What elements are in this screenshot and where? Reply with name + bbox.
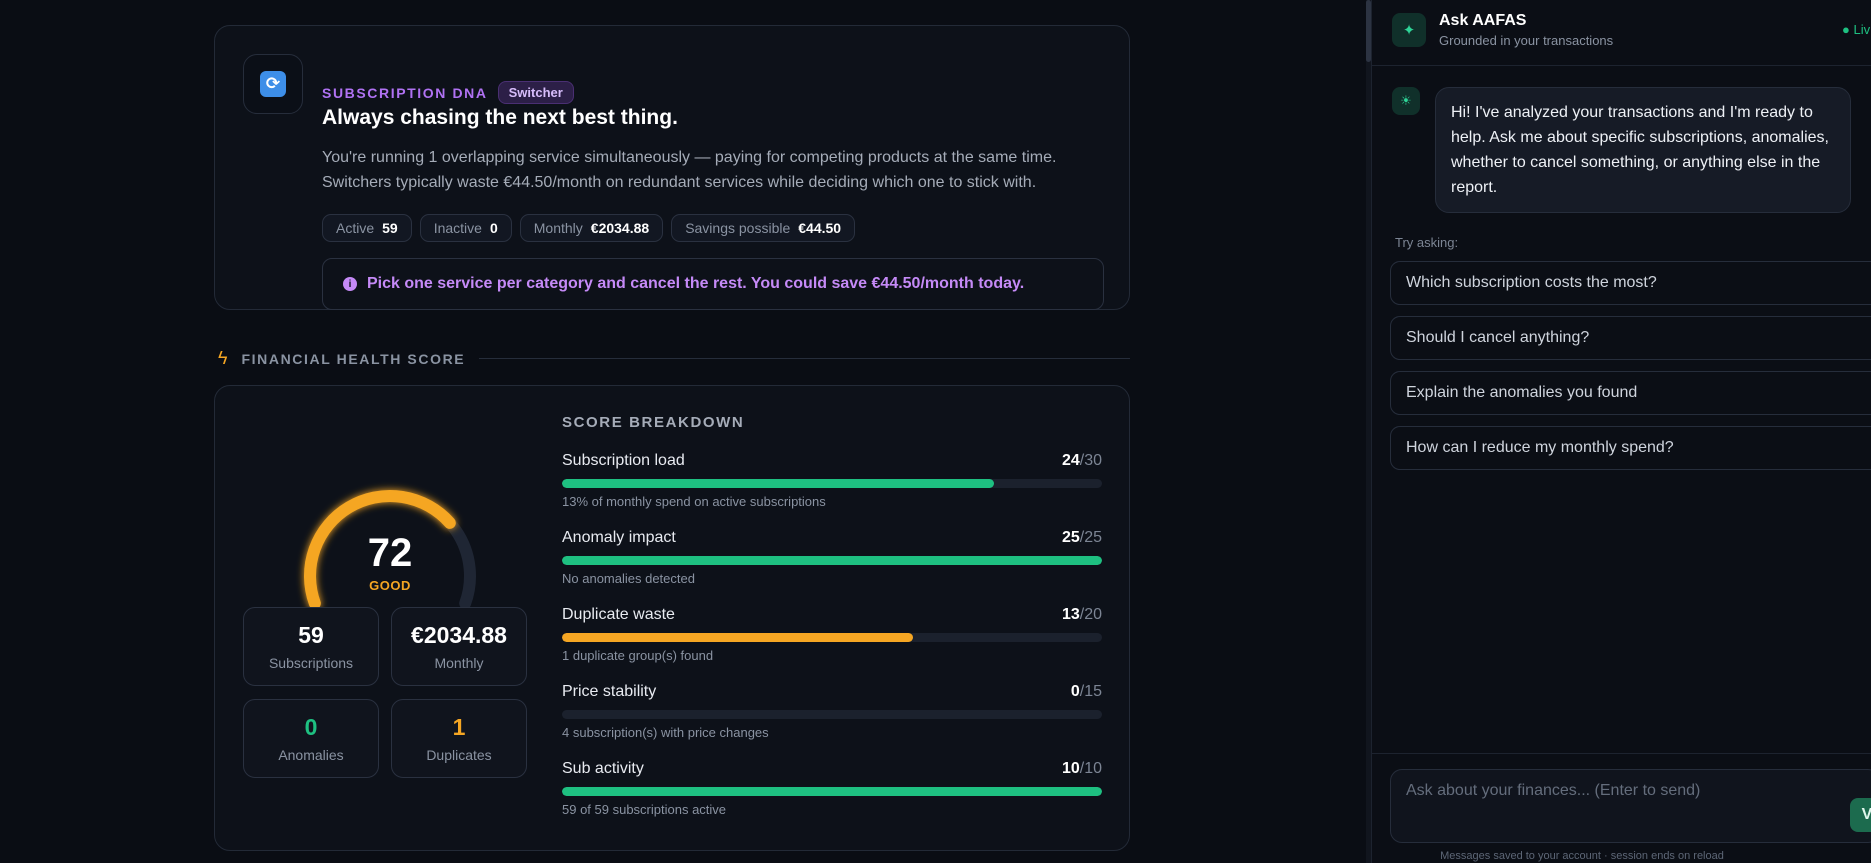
chip-inactive: Inactive 0 — [419, 214, 512, 242]
row-score: 13/20 — [1061, 606, 1102, 623]
chip-value: €44.50 — [798, 220, 842, 236]
assistant-message: Hi! I've analyzed your transactions and … — [1435, 87, 1851, 213]
progress-fill — [562, 633, 913, 642]
row-label: Subscription load — [562, 452, 685, 469]
send-button[interactable]: V — [1850, 798, 1871, 832]
stat-value: 59 — [298, 622, 324, 648]
row-note: 4 subscription(s) with price changes — [562, 725, 769, 740]
send-icon: V — [1861, 806, 1871, 823]
stat-anomalies: 0 Anomalies — [243, 699, 379, 778]
chip-active: Active 59 — [322, 214, 412, 242]
dna-type-badge: Switcher — [497, 81, 574, 104]
breakdown-row-anomaly-impact: Anomaly impact 25/25 No anomalies detect… — [562, 529, 1102, 586]
breakdown-row-duplicate-waste: Duplicate waste 13/20 1 duplicate group(… — [562, 606, 1102, 663]
stat-label: Duplicates — [426, 747, 492, 763]
breakdown-title: SCORE BREAKDOWN — [562, 414, 745, 431]
main-content: ⟳ SUBSCRIPTION DNA Switcher Always chasi… — [214, 0, 1130, 863]
suggestion-anomalies[interactable]: Explain the anomalies you found — [1390, 371, 1871, 415]
assistant-header: ✦ Ask AAFAS Grounded in your transaction… — [1372, 0, 1871, 66]
progress-bar — [562, 556, 1102, 565]
chip-value: 59 — [382, 220, 398, 236]
try-asking-label: Try asking: — [1395, 235, 1459, 250]
chat-input[interactable] — [1406, 782, 1846, 800]
scrollbar-thumb[interactable] — [1366, 0, 1371, 62]
row-score: 24/30 — [1061, 452, 1102, 469]
chip-label: Monthly — [533, 220, 583, 236]
stat-value: 0 — [304, 714, 318, 740]
stat-label: Subscriptions — [268, 655, 354, 671]
row-label: Anomaly impact — [562, 529, 676, 546]
suggestion-most-expensive[interactable]: Which subscription costs the most? — [1390, 261, 1871, 305]
progress-bar — [562, 710, 1102, 719]
stat-label: Anomalies — [278, 747, 344, 763]
row-label: Sub activity — [562, 760, 644, 777]
row-score: 10/10 — [1061, 760, 1102, 777]
row-note: 1 duplicate group(s) found — [562, 648, 714, 663]
dna-eyebrow: SUBSCRIPTION DNA Switcher — [322, 81, 574, 104]
assistant-subtitle: Grounded in your transactions — [1439, 33, 1614, 48]
composer-footer-note: Messages saved to your account · session… — [1440, 850, 1724, 862]
row-note: 59 of 59 subscriptions active — [562, 802, 727, 817]
score-value: 72 — [367, 531, 413, 575]
stat-subscriptions: 59 Subscriptions — [243, 607, 379, 686]
savings-tip: i Pick one service per category and canc… — [322, 258, 1104, 310]
score-breakdown: SCORE BREAKDOWN Subscription load 24/30 … — [562, 414, 1102, 817]
breakdown-row-subscription-load: Subscription load 24/30 13% of monthly s… — [562, 452, 1102, 509]
sparkle-icon: ✦ — [1392, 13, 1426, 47]
refresh-icon: ⟳ — [260, 71, 286, 97]
suggestion-reduce-spend[interactable]: How can I reduce my monthly spend? — [1390, 426, 1871, 470]
suggestion-cancel[interactable]: Should I cancel anything? — [1390, 316, 1871, 360]
progress-fill — [562, 479, 994, 488]
breakdown-row-sub-activity: Sub activity 10/10 59 of 59 subscription… — [562, 760, 1102, 817]
progress-bar — [562, 479, 1102, 488]
subscription-dna-card: ⟳ SUBSCRIPTION DNA Switcher Always chasi… — [214, 25, 1130, 310]
stat-monthly: €2034.88 Monthly — [391, 607, 527, 686]
chip-label: Active — [336, 220, 375, 236]
score-gauge — [304, 490, 476, 610]
dna-description: You're running 1 overlapping service sim… — [322, 149, 1057, 191]
row-score: 25/25 — [1061, 529, 1102, 546]
lightning-icon: ϟ — [218, 348, 228, 368]
chip-label: Savings possible — [685, 220, 791, 236]
gauge-fill — [304, 490, 456, 610]
composer: V — [1390, 769, 1871, 843]
chip-savings: Savings possible €44.50 — [671, 214, 856, 242]
progress-fill — [562, 556, 1102, 565]
chip-value: €2034.88 — [590, 220, 650, 236]
main-scrollbar[interactable] — [1366, 0, 1371, 863]
stat-duplicates: 1 Duplicates — [391, 699, 527, 778]
bot-avatar-icon: ☀ — [1392, 87, 1420, 115]
progress-fill — [562, 787, 1102, 796]
progress-bar — [562, 787, 1102, 796]
dna-stat-chips: Active 59 Inactive 0 Monthly €2034.88 Sa… — [322, 214, 856, 242]
divider — [479, 358, 1130, 359]
info-icon: i — [343, 277, 357, 291]
chip-value: 0 — [489, 220, 498, 236]
assistant-panel: ✦ Ask AAFAS Grounded in your transaction… — [1371, 0, 1871, 863]
progress-bar — [562, 633, 1102, 642]
dna-icon-container: ⟳ — [243, 54, 303, 114]
row-note: No anomalies detected — [562, 571, 695, 586]
stat-value: €2034.88 — [411, 622, 507, 648]
dna-eyebrow-label: SUBSCRIPTION DNA — [322, 84, 488, 101]
savings-tip-text: Pick one service per category and cancel… — [367, 275, 1025, 292]
stat-label: Monthly — [434, 655, 484, 671]
financial-health-card: 72 GOOD 59 Subscriptions €2034.88 Monthl… — [214, 385, 1130, 851]
assistant-title: Ask AAFAS — [1439, 12, 1527, 29]
chip-monthly: Monthly €2034.88 — [519, 214, 664, 242]
row-note: 13% of monthly spend on active subscript… — [562, 494, 826, 509]
composer-area: V Messages saved to your account · sessi… — [1372, 753, 1871, 863]
live-status-badge: ● Liv — [1842, 22, 1871, 37]
row-label: Price stability — [562, 683, 657, 700]
row-label: Duplicate waste — [562, 606, 675, 623]
stat-value: 1 — [452, 714, 466, 740]
section-title: FINANCIAL HEALTH SCORE — [241, 350, 466, 367]
financial-health-header: ϟ FINANCIAL HEALTH SCORE — [218, 348, 1130, 369]
breakdown-row-price-stability: Price stability 0/15 4 subscription(s) w… — [562, 683, 1102, 740]
chip-label: Inactive — [433, 220, 482, 236]
dna-title: Always chasing the next best thing. — [322, 106, 678, 129]
row-score: 0/15 — [1070, 683, 1102, 700]
score-grade: GOOD — [369, 578, 411, 593]
